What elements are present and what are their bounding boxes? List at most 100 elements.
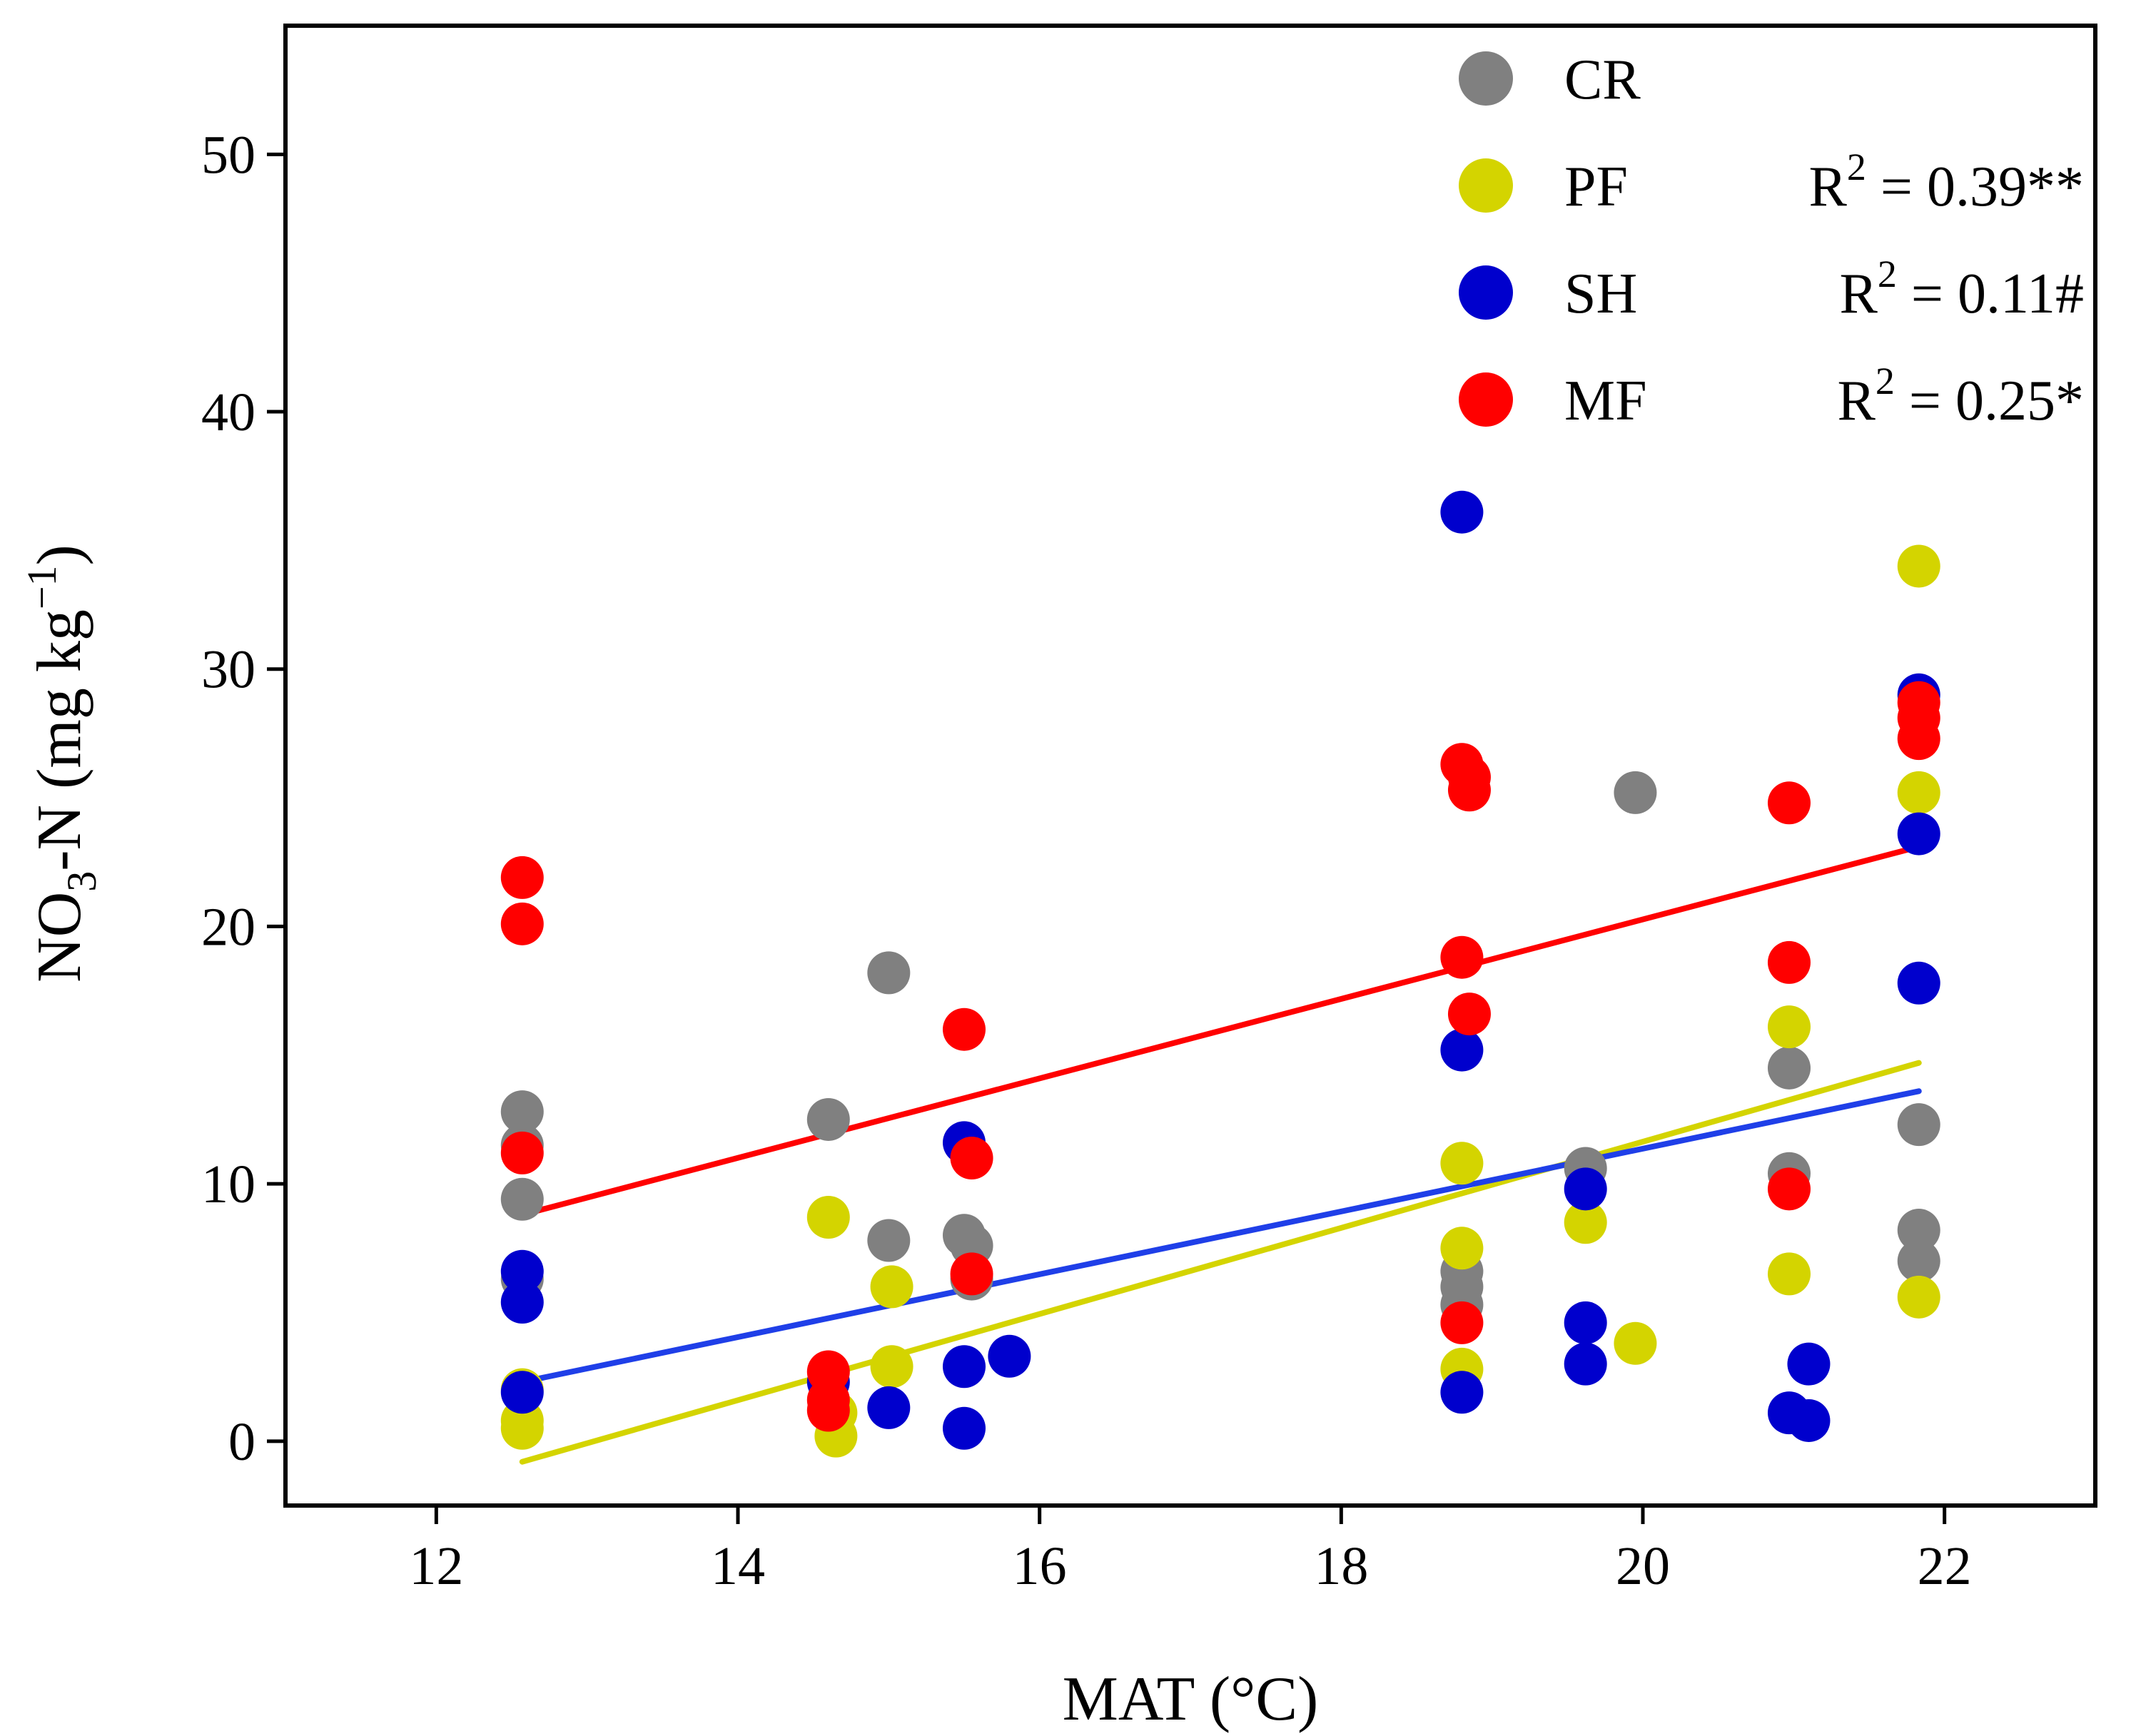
sh-point xyxy=(1440,1028,1484,1072)
y-axis-title-pre: NO xyxy=(25,892,94,983)
pf-point xyxy=(870,1265,913,1309)
legend-r2-sh: R2 = 0.11# xyxy=(1839,253,2084,325)
sh-point xyxy=(988,1334,1031,1378)
fit-lines xyxy=(519,843,1922,1465)
pf-point xyxy=(1440,1142,1484,1185)
y-axis-title-mid: -N (mg kg xyxy=(25,609,94,871)
legend-r2-pf: R2 = 0.39** xyxy=(1809,146,2084,218)
pf-point xyxy=(500,1406,544,1450)
legend-marker-sh xyxy=(1459,265,1513,320)
mf-fit-line xyxy=(519,843,1922,1218)
legend-r2-mf: R2 = 0.25* xyxy=(1838,360,2084,432)
mf-point xyxy=(806,1389,850,1432)
y-tick-label: 50 xyxy=(201,125,255,185)
mf-point xyxy=(500,1131,544,1174)
x-tick-label: 20 xyxy=(1616,1536,1670,1596)
cr-point xyxy=(500,1090,544,1134)
legend-label-sh: SH xyxy=(1564,263,1637,325)
pf-point xyxy=(1897,771,1940,814)
x-tick-label: 14 xyxy=(711,1536,765,1596)
cr-point xyxy=(1614,771,1657,814)
mf-point xyxy=(1767,1167,1811,1211)
cr-point xyxy=(806,1097,850,1141)
legend-label-pf: PF xyxy=(1564,156,1628,218)
sh-point xyxy=(1564,1167,1607,1211)
mf-point xyxy=(1447,768,1491,812)
mf-point xyxy=(500,902,544,945)
legend-r2-letter: R xyxy=(1809,156,1848,218)
mf-point xyxy=(1447,993,1491,1036)
legend-r2-sup: 2 xyxy=(1876,360,1895,402)
pf-point xyxy=(1897,1275,1940,1319)
pf-point xyxy=(1767,1252,1811,1296)
x-axis-title: MAT (°C) xyxy=(1063,1665,1319,1734)
cr-point xyxy=(867,1219,911,1262)
sh-point xyxy=(500,1371,544,1414)
mf-point xyxy=(943,1007,986,1051)
legend-r2-letter: R xyxy=(1839,263,1878,325)
sh-point xyxy=(943,1406,986,1450)
y-axis-title: NO3-N (mg kg−1) xyxy=(19,544,105,983)
pf-fit-line xyxy=(519,1060,1922,1465)
legend-r2-letter: R xyxy=(1838,370,1876,432)
sh-point xyxy=(1787,1399,1831,1442)
x-tick-label: 18 xyxy=(1314,1536,1368,1596)
sh-point xyxy=(1897,961,1940,1005)
legend-label-mf: MF xyxy=(1564,370,1647,432)
x-tick-label: 22 xyxy=(1918,1536,1972,1596)
y-tick-label: 20 xyxy=(201,897,255,957)
mf-point xyxy=(1767,781,1811,825)
sh-point xyxy=(867,1386,911,1429)
pf-point xyxy=(870,1345,913,1389)
y-axis-title-post: ) xyxy=(25,544,94,565)
sh-point xyxy=(1440,1371,1484,1414)
sh-fit-line xyxy=(519,1088,1922,1385)
cr-point xyxy=(1897,1209,1940,1252)
sh-point xyxy=(1787,1342,1831,1386)
pf-point xyxy=(1564,1201,1607,1244)
sh-point xyxy=(500,1281,544,1324)
legend-r2-sup: 2 xyxy=(1847,146,1866,188)
mf-point xyxy=(1767,940,1811,984)
y-tick-label: 40 xyxy=(201,382,255,442)
legend-r2-sup: 2 xyxy=(1878,253,1897,295)
legend-marker-cr xyxy=(1459,51,1513,106)
pf-point xyxy=(1767,1005,1811,1049)
mf-point xyxy=(1897,717,1940,761)
y-tick-label: 0 xyxy=(228,1412,255,1472)
legend-r2-value: = 0.39** xyxy=(1866,156,2084,218)
sh-point xyxy=(1440,490,1484,534)
pf-point xyxy=(1614,1321,1657,1365)
cr-point xyxy=(1897,1103,1940,1147)
x-tick-label: 16 xyxy=(1013,1536,1067,1596)
sh-point xyxy=(1564,1342,1607,1386)
mf-point xyxy=(500,856,544,899)
cr-point xyxy=(1767,1046,1811,1090)
y-tick-label: 30 xyxy=(201,640,255,700)
sh-point xyxy=(500,1249,544,1293)
cr-point xyxy=(867,951,911,995)
pf-point xyxy=(806,1196,850,1239)
y-axis-title-sup: −1 xyxy=(19,565,65,609)
legend-r2-value: = 0.25* xyxy=(1895,370,2084,432)
legend-label-cr: CR xyxy=(1564,49,1641,111)
sh-point xyxy=(943,1345,986,1389)
y-tick-label: 10 xyxy=(201,1154,255,1214)
data-points xyxy=(500,490,1940,1458)
sh-point xyxy=(1564,1301,1607,1344)
pf-point xyxy=(1897,544,1940,588)
mf-point xyxy=(950,1137,993,1180)
mf-point xyxy=(950,1252,993,1296)
sh-point xyxy=(1897,812,1940,856)
legend-marker-mf xyxy=(1459,372,1513,427)
cr-point xyxy=(500,1177,544,1221)
cr-point xyxy=(1897,1239,1940,1283)
mf-point xyxy=(1440,935,1484,979)
pf-point xyxy=(1440,1227,1484,1270)
legend-r2-value: = 0.11# xyxy=(1897,263,2084,325)
y-axis-title-sub: 3 xyxy=(59,871,105,892)
